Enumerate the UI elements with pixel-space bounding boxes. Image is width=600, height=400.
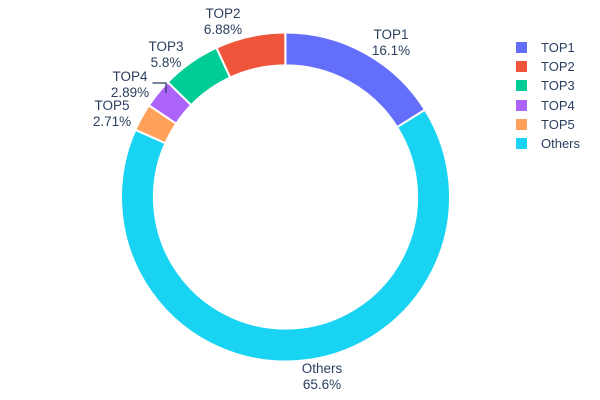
- legend-swatch-top4: [516, 99, 527, 111]
- slice-label-top5: TOP5 2.71%: [93, 98, 131, 130]
- legend-label: TOP2: [541, 59, 575, 75]
- slice-label-top3: TOP3 5.8%: [148, 39, 183, 71]
- slice-label-top4: TOP4 2.89%: [111, 69, 149, 101]
- legend-swatch-top1: [516, 42, 527, 54]
- legend-swatch-others: [516, 138, 527, 150]
- slice-label-name: Others: [301, 361, 343, 376]
- legend-item-top2[interactable]: TOP2: [516, 57, 580, 76]
- pie-slice-top2[interactable]: [215, 31, 287, 79]
- legend-swatch-top2: [516, 61, 527, 73]
- slice-label-name: TOP4: [112, 69, 148, 84]
- legend-swatch-top3: [516, 80, 527, 92]
- pie-slice-others[interactable]: [120, 108, 451, 363]
- legend-item-top5[interactable]: TOP5: [516, 115, 580, 134]
- slice-label-name: TOP2: [205, 6, 241, 21]
- slice-label-pct: 5.8%: [150, 55, 182, 70]
- slice-label-pct: 65.6%: [302, 377, 342, 392]
- slice-label-name: TOP5: [94, 98, 130, 113]
- slice-label-others: Others 65.6%: [302, 361, 343, 393]
- legend-item-top1[interactable]: TOP1: [516, 38, 580, 57]
- legend: TOP1 TOP2 TOP3 TOP4 TOP5 Others: [516, 38, 580, 153]
- legend-item-top4[interactable]: TOP4: [516, 96, 580, 115]
- slice-label-name: TOP3: [148, 39, 184, 54]
- slice-label-top1: TOP1 16.1%: [372, 27, 410, 59]
- legend-item-others[interactable]: Others: [516, 134, 580, 153]
- slice-label-pct: 2.89%: [110, 85, 150, 100]
- slice-label-pct: 6.88%: [203, 22, 243, 37]
- legend-label: TOP5: [541, 116, 575, 132]
- legend-label: Others: [541, 136, 581, 152]
- slice-label-name: TOP1: [373, 27, 409, 42]
- legend-label: TOP3: [541, 78, 575, 94]
- slice-label-top2: TOP2 6.88%: [204, 6, 242, 38]
- legend-label: TOP4: [541, 97, 575, 113]
- legend-label: TOP1: [541, 40, 575, 56]
- label-leader-line-top4: [152, 82, 167, 93]
- legend-swatch-top5: [516, 118, 527, 130]
- slice-label-pct: 16.1%: [371, 43, 411, 58]
- slice-label-pct: 2.71%: [92, 114, 132, 129]
- legend-item-top3[interactable]: TOP3: [516, 76, 580, 95]
